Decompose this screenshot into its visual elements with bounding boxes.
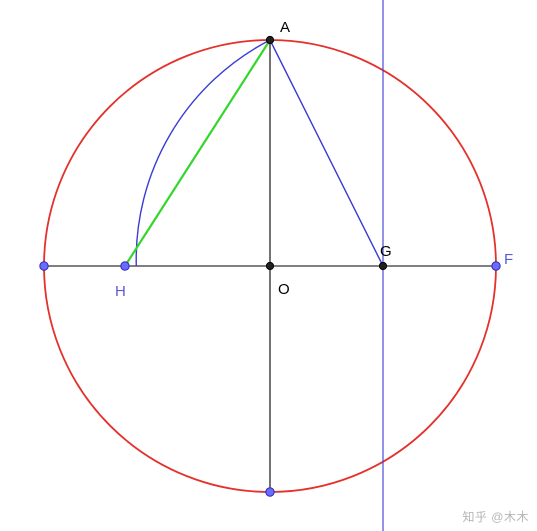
point-h [121,262,129,270]
arc-a-h [136,40,270,266]
point-bottom [266,488,274,496]
point-g [379,262,386,269]
point-f [492,262,500,270]
point-left [40,262,48,270]
point-a [266,36,273,43]
geometry-svg [0,0,537,531]
figure-canvas: A O H G F 知乎 @木木 [0,0,537,531]
point-o [266,262,273,269]
segment-a-g [270,40,383,266]
segment-a-h [125,40,270,266]
